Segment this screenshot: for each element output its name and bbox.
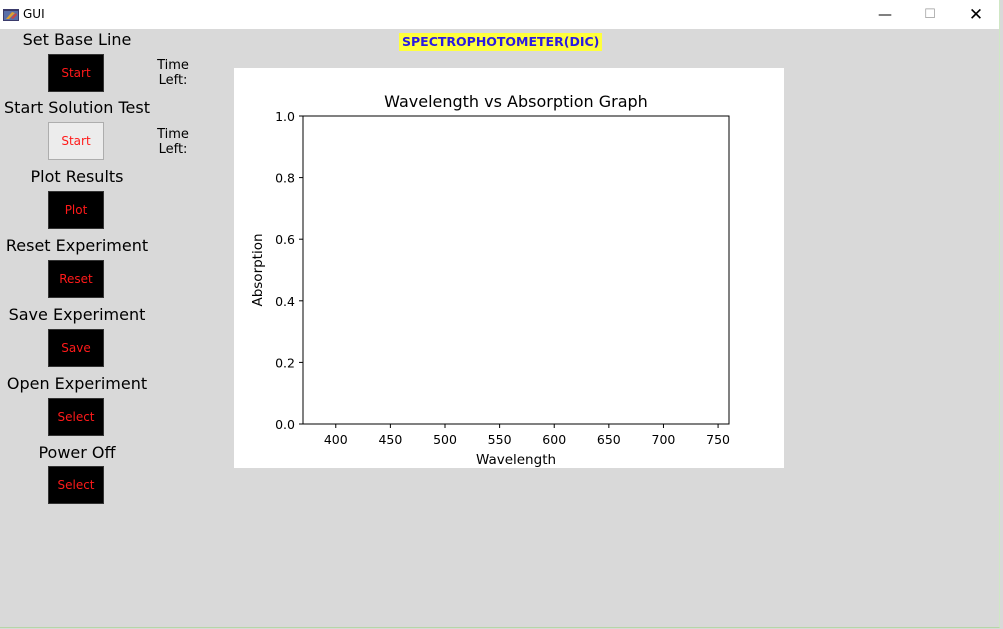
- plot-frame: [302, 115, 730, 425]
- save-button[interactable]: Save: [48, 329, 104, 367]
- x-tick-label: 500: [433, 432, 457, 447]
- save-experiment-label: Save Experiment: [8, 305, 146, 324]
- x-tick-label: 750: [706, 432, 730, 447]
- solution-test-time-left: Time Left:: [157, 127, 189, 157]
- x-tick-label: 550: [488, 432, 512, 447]
- x-axis-label: Wavelength: [476, 452, 556, 468]
- x-tick-label: 600: [542, 432, 566, 447]
- y-axis-label: Absorption: [250, 233, 266, 306]
- minimize-icon: —: [878, 6, 892, 23]
- solution-test-start-button[interactable]: Start: [48, 122, 104, 160]
- y-tick-label: 0.6: [275, 232, 295, 247]
- plot-results-label: Plot Results: [30, 167, 124, 186]
- x-tick-label: 400: [324, 432, 348, 447]
- minimize-button[interactable]: —: [862, 0, 908, 29]
- reset-experiment-label: Reset Experiment: [5, 236, 149, 255]
- set-base-line-label: Set Base Line: [22, 30, 132, 49]
- window-title: GUI: [23, 7, 45, 21]
- base-line-start-button[interactable]: Start: [48, 54, 104, 92]
- maximize-button[interactable]: ☐: [907, 0, 953, 29]
- open-experiment-select-button[interactable]: Select: [48, 398, 104, 436]
- y-tick-label: 0.4: [275, 294, 295, 309]
- open-experiment-label: Open Experiment: [6, 374, 148, 393]
- base-line-time-left: Time Left:: [157, 58, 189, 88]
- title-bar: GUI — ☐ ✕: [0, 0, 999, 29]
- app-heading: SPECTROPHOTOMETER(DIC): [399, 33, 603, 51]
- power-off-select-button[interactable]: Select: [48, 466, 104, 504]
- maximize-icon: ☐: [924, 7, 936, 22]
- close-icon: ✕: [968, 4, 984, 25]
- power-off-label: Power Off: [38, 443, 116, 462]
- x-tick-label: 450: [378, 432, 402, 447]
- reset-button[interactable]: Reset: [48, 260, 104, 298]
- feather-window-icon: [3, 9, 19, 21]
- plot-canvas: Wavelength vs Absorption Graph 400 450 500 5…: [234, 68, 784, 468]
- absorption-chart: Wavelength vs Absorption Graph 400 450 500 5…: [250, 92, 730, 468]
- y-tick-label: 0.8: [275, 171, 295, 186]
- start-solution-test-label: Start Solution Test: [4, 98, 150, 117]
- chart-title: Wavelength vs Absorption Graph: [384, 92, 648, 111]
- plot-button[interactable]: Plot: [48, 191, 104, 229]
- y-tick-label: 1.0: [275, 109, 295, 124]
- y-tick-label: 0.0: [275, 417, 295, 432]
- x-tick-label: 700: [652, 432, 676, 447]
- x-tick-label: 650: [597, 432, 621, 447]
- close-button[interactable]: ✕: [953, 0, 999, 29]
- y-tick-label: 0.2: [275, 355, 295, 370]
